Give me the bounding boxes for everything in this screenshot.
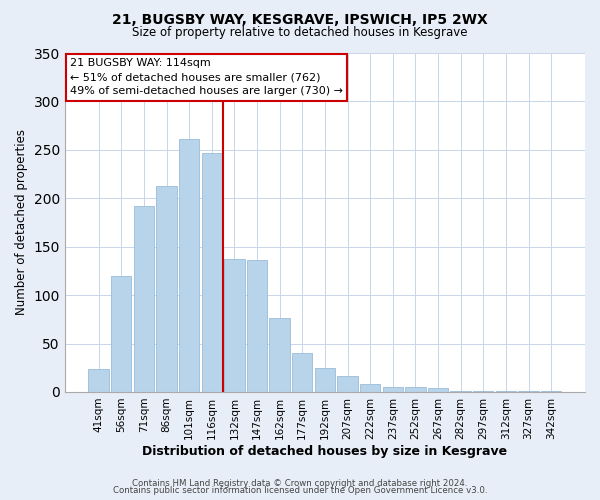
Bar	[111, 276, 131, 392]
Bar	[496, 391, 516, 392]
Bar	[134, 206, 154, 392]
Bar	[157, 186, 176, 392]
Bar	[518, 391, 539, 392]
Bar	[383, 387, 403, 392]
Bar	[202, 153, 222, 392]
Text: Contains public sector information licensed under the Open Government Licence v3: Contains public sector information licen…	[113, 486, 487, 495]
Bar	[428, 388, 448, 392]
Bar	[247, 260, 267, 392]
Bar	[360, 384, 380, 392]
Bar	[473, 391, 493, 392]
Y-axis label: Number of detached properties: Number of detached properties	[15, 130, 28, 316]
Bar	[292, 353, 313, 392]
Text: Size of property relative to detached houses in Kesgrave: Size of property relative to detached ho…	[132, 26, 468, 39]
Bar	[269, 318, 290, 392]
X-axis label: Distribution of detached houses by size in Kesgrave: Distribution of detached houses by size …	[142, 444, 508, 458]
Bar	[405, 387, 425, 392]
Bar	[224, 260, 245, 392]
Text: 21, BUGSBY WAY, KESGRAVE, IPSWICH, IP5 2WX: 21, BUGSBY WAY, KESGRAVE, IPSWICH, IP5 2…	[112, 12, 488, 26]
Bar	[337, 376, 358, 392]
Bar	[315, 368, 335, 392]
Bar	[88, 368, 109, 392]
Bar	[179, 139, 199, 392]
Text: 21 BUGSBY WAY: 114sqm
← 51% of detached houses are smaller (762)
49% of semi-det: 21 BUGSBY WAY: 114sqm ← 51% of detached …	[70, 58, 343, 96]
Bar	[541, 391, 562, 392]
Text: Contains HM Land Registry data © Crown copyright and database right 2024.: Contains HM Land Registry data © Crown c…	[132, 478, 468, 488]
Bar	[451, 391, 471, 392]
